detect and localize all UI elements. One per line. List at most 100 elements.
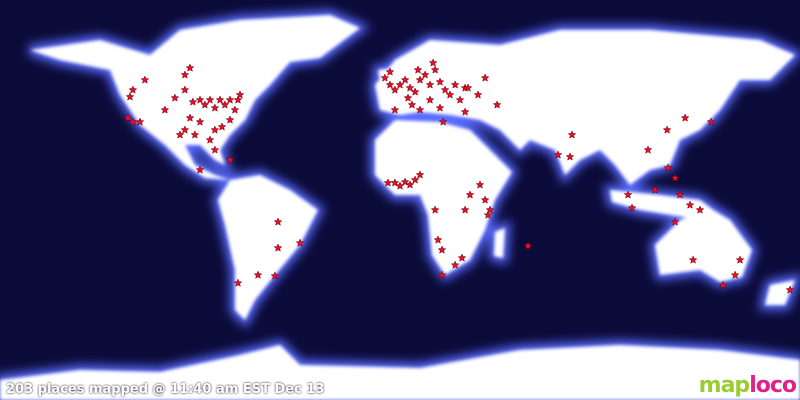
place-marker-star-icon[interactable] xyxy=(785,285,795,294)
place-marker-star-icon[interactable] xyxy=(485,205,495,214)
place-marker-star-icon[interactable] xyxy=(128,85,138,94)
place-marker-star-icon[interactable] xyxy=(457,253,467,262)
place-marker-star-icon[interactable] xyxy=(483,210,493,219)
place-marker-star-icon[interactable] xyxy=(195,117,205,126)
place-marker-star-icon[interactable] xyxy=(688,255,698,264)
place-marker-star-icon[interactable] xyxy=(460,205,470,214)
place-marker-star-icon[interactable] xyxy=(675,190,685,199)
place-marker-star-icon[interactable] xyxy=(210,103,220,112)
place-marker-star-icon[interactable] xyxy=(403,93,413,102)
place-marker-star-icon[interactable] xyxy=(205,95,215,104)
place-marker-star-icon[interactable] xyxy=(185,63,195,72)
place-marker-star-icon[interactable] xyxy=(627,203,637,212)
place-marker-star-icon[interactable] xyxy=(565,152,575,161)
place-marker-star-icon[interactable] xyxy=(273,243,283,252)
place-marker-star-icon[interactable] xyxy=(420,70,430,79)
place-marker-star-icon[interactable] xyxy=(180,70,190,79)
place-marker-star-icon[interactable] xyxy=(190,130,200,139)
place-marker-star-icon[interactable] xyxy=(253,270,263,279)
place-marker-star-icon[interactable] xyxy=(415,75,425,84)
place-marker-star-icon[interactable] xyxy=(235,90,245,99)
place-marker-star-icon[interactable] xyxy=(475,180,485,189)
place-marker-star-icon[interactable] xyxy=(463,83,473,92)
place-marker-star-icon[interactable] xyxy=(230,105,240,114)
place-marker-star-icon[interactable] xyxy=(380,73,390,82)
place-marker-star-icon[interactable] xyxy=(695,205,705,214)
place-marker-star-icon[interactable] xyxy=(450,80,460,89)
place-marker-star-icon[interactable] xyxy=(415,170,425,179)
place-marker-star-icon[interactable] xyxy=(390,85,400,94)
place-marker-star-icon[interactable] xyxy=(685,200,695,209)
place-marker-star-icon[interactable] xyxy=(435,103,445,112)
place-marker-star-icon[interactable] xyxy=(400,75,410,84)
place-marker-star-icon[interactable] xyxy=(205,135,215,144)
place-marker-star-icon[interactable] xyxy=(730,270,740,279)
place-marker-star-icon[interactable] xyxy=(140,75,150,84)
place-marker-star-icon[interactable] xyxy=(188,97,198,106)
place-marker-star-icon[interactable] xyxy=(225,155,235,164)
place-marker-star-icon[interactable] xyxy=(123,113,133,122)
place-marker-star-icon[interactable] xyxy=(160,105,170,114)
place-marker-star-icon[interactable] xyxy=(480,73,490,82)
place-marker-star-icon[interactable] xyxy=(405,180,415,189)
place-marker-star-icon[interactable] xyxy=(413,65,423,74)
place-marker-star-icon[interactable] xyxy=(706,117,716,126)
place-marker-star-icon[interactable] xyxy=(437,270,447,279)
place-marker-star-icon[interactable] xyxy=(180,125,190,134)
place-marker-star-icon[interactable] xyxy=(220,100,230,109)
place-marker-star-icon[interactable] xyxy=(465,190,475,199)
place-marker-star-icon[interactable] xyxy=(718,280,728,289)
place-marker-star-icon[interactable] xyxy=(410,175,420,184)
place-marker-star-icon[interactable] xyxy=(460,107,470,116)
place-marker-star-icon[interactable] xyxy=(438,117,448,126)
place-marker-star-icon[interactable] xyxy=(295,238,305,247)
place-marker-star-icon[interactable] xyxy=(433,235,443,244)
place-marker-star-icon[interactable] xyxy=(217,122,227,131)
place-marker-star-icon[interactable] xyxy=(415,105,425,114)
place-marker-star-icon[interactable] xyxy=(233,95,243,104)
place-marker-star-icon[interactable] xyxy=(390,105,400,114)
place-marker-star-icon[interactable] xyxy=(445,90,455,99)
place-marker-star-icon[interactable] xyxy=(428,58,438,67)
place-marker-star-icon[interactable] xyxy=(407,100,417,109)
place-marker-star-icon[interactable] xyxy=(670,217,680,226)
place-marker-star-icon[interactable] xyxy=(195,165,205,174)
place-marker-star-icon[interactable] xyxy=(430,205,440,214)
place-marker-star-icon[interactable] xyxy=(650,185,660,194)
place-marker-star-icon[interactable] xyxy=(135,117,145,126)
place-marker-star-icon[interactable] xyxy=(385,67,395,76)
place-marker-star-icon[interactable] xyxy=(663,163,673,172)
place-marker-star-icon[interactable] xyxy=(455,95,465,104)
place-marker-star-icon[interactable] xyxy=(233,278,243,287)
place-marker-star-icon[interactable] xyxy=(735,255,745,264)
place-marker-star-icon[interactable] xyxy=(435,77,445,86)
place-marker-star-icon[interactable] xyxy=(425,80,435,89)
place-marker-star-icon[interactable] xyxy=(270,271,280,280)
place-marker-star-icon[interactable] xyxy=(440,85,450,94)
place-marker-star-icon[interactable] xyxy=(680,113,690,122)
place-marker-star-icon[interactable] xyxy=(553,150,563,159)
place-marker-star-icon[interactable] xyxy=(523,241,533,250)
place-marker-star-icon[interactable] xyxy=(623,190,633,199)
place-marker-star-icon[interactable] xyxy=(175,130,185,139)
place-marker-star-icon[interactable] xyxy=(215,95,225,104)
place-marker-star-icon[interactable] xyxy=(567,130,577,139)
place-marker-star-icon[interactable] xyxy=(662,125,672,134)
place-marker-star-icon[interactable] xyxy=(225,95,235,104)
place-marker-star-icon[interactable] xyxy=(430,65,440,74)
place-marker-star-icon[interactable] xyxy=(480,195,490,204)
place-marker-star-icon[interactable] xyxy=(125,92,135,101)
place-marker-star-icon[interactable] xyxy=(670,173,680,182)
place-marker-star-icon[interactable] xyxy=(180,85,190,94)
place-marker-star-icon[interactable] xyxy=(390,178,400,187)
place-marker-star-icon[interactable] xyxy=(473,90,483,99)
place-marker-star-icon[interactable] xyxy=(200,100,210,109)
place-marker-star-icon[interactable] xyxy=(185,113,195,122)
place-marker-star-icon[interactable] xyxy=(437,245,447,254)
place-marker-star-icon[interactable] xyxy=(225,115,235,124)
place-marker-star-icon[interactable] xyxy=(450,260,460,269)
place-marker-star-icon[interactable] xyxy=(273,217,283,226)
place-marker-star-icon[interactable] xyxy=(643,145,653,154)
place-marker-star-icon[interactable] xyxy=(210,145,220,154)
